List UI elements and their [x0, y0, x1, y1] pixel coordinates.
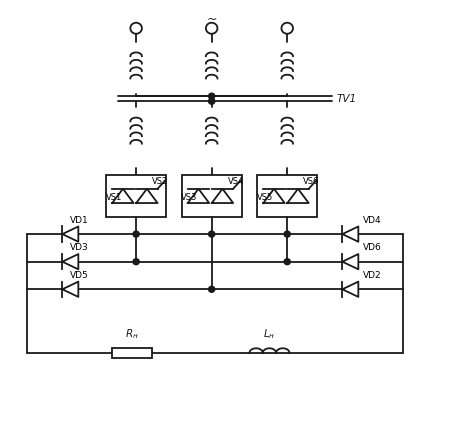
Polygon shape	[342, 227, 358, 242]
Text: VS4: VS4	[228, 177, 244, 186]
Text: VS1: VS1	[106, 194, 122, 203]
Circle shape	[208, 98, 215, 104]
Polygon shape	[342, 254, 358, 269]
Text: TV1: TV1	[336, 94, 356, 104]
Bar	[257, 175, 317, 217]
Text: VD5: VD5	[70, 271, 89, 280]
Polygon shape	[188, 189, 209, 203]
Text: VS3: VS3	[181, 194, 198, 203]
Polygon shape	[63, 282, 78, 297]
Polygon shape	[288, 189, 309, 203]
Circle shape	[284, 231, 290, 237]
Polygon shape	[342, 282, 358, 297]
Text: VD1: VD1	[70, 215, 89, 224]
Text: VD6: VD6	[363, 243, 382, 252]
Polygon shape	[136, 189, 158, 203]
Bar	[112, 348, 152, 358]
Circle shape	[133, 231, 139, 237]
Circle shape	[208, 286, 215, 292]
Text: ~: ~	[207, 12, 217, 25]
Text: VD2: VD2	[363, 271, 382, 280]
Polygon shape	[212, 189, 233, 203]
Text: VS6: VS6	[303, 177, 320, 186]
Text: VS2: VS2	[152, 177, 168, 186]
Text: VD4: VD4	[363, 215, 382, 224]
Text: VD3: VD3	[70, 243, 89, 252]
Bar	[182, 175, 242, 217]
Polygon shape	[112, 189, 134, 203]
Polygon shape	[263, 189, 285, 203]
Text: $R_н$: $R_н$	[125, 327, 139, 341]
Text: VS5: VS5	[257, 194, 273, 203]
Circle shape	[208, 93, 215, 99]
Circle shape	[133, 259, 139, 264]
Polygon shape	[63, 254, 78, 269]
Bar	[106, 175, 166, 217]
Circle shape	[208, 231, 215, 237]
Text: $L_н$: $L_н$	[263, 327, 275, 341]
Polygon shape	[63, 227, 78, 242]
Circle shape	[284, 259, 290, 264]
